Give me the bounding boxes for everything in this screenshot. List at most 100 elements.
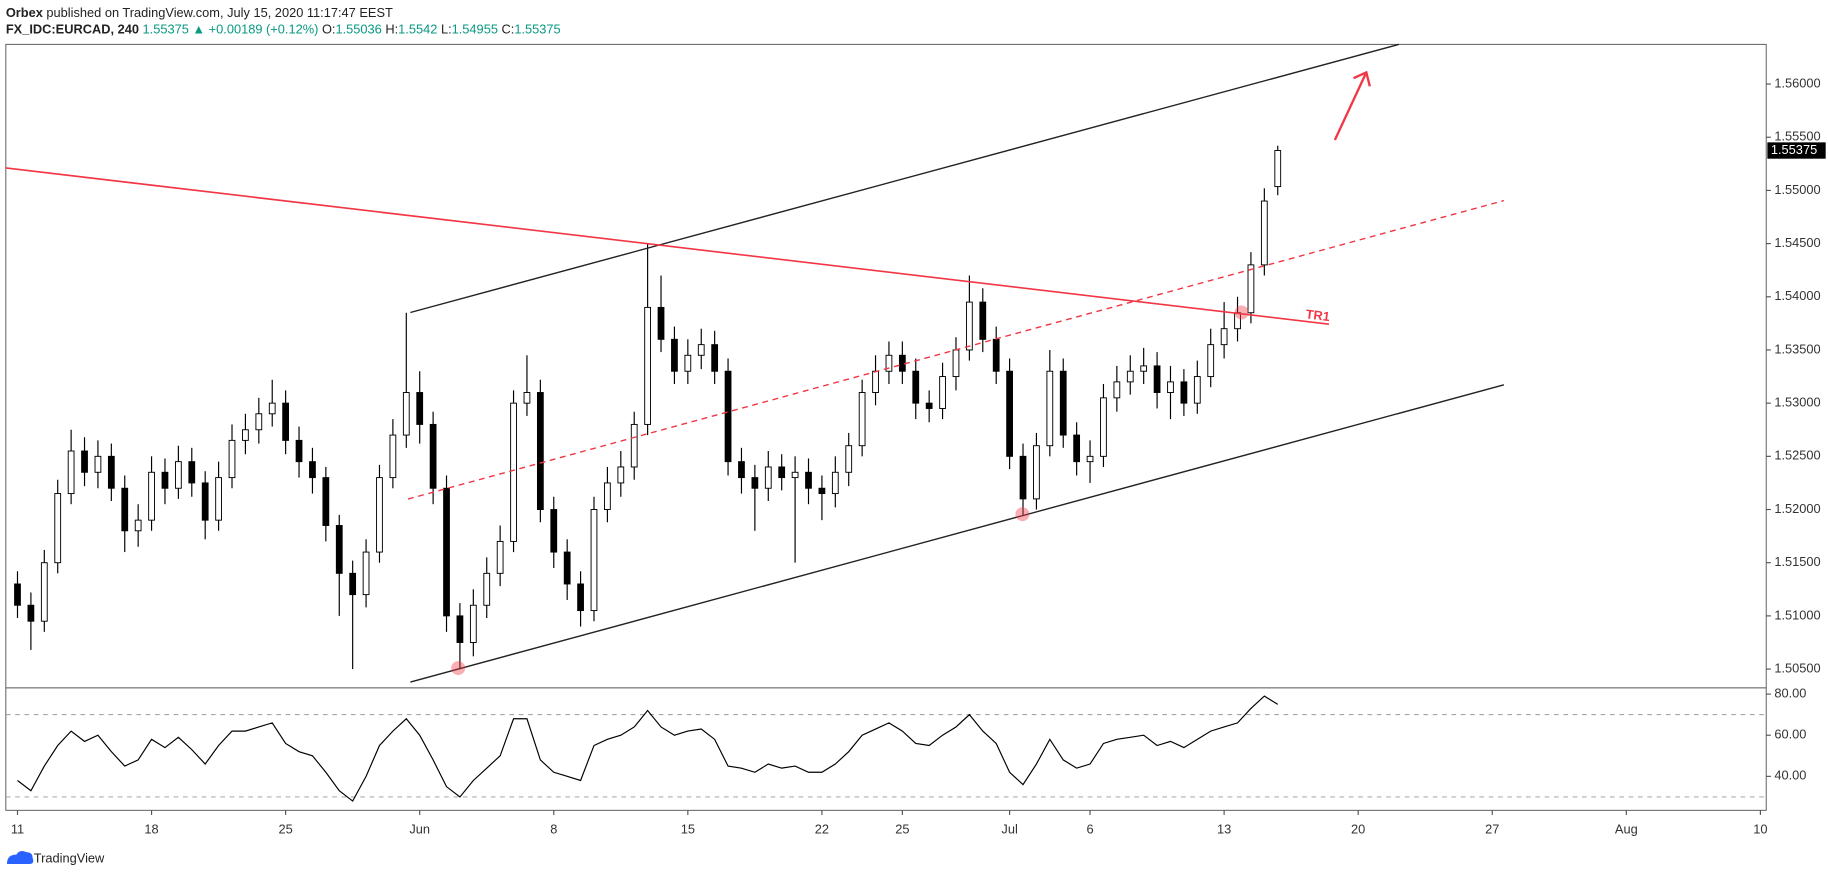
- x-tick-label: 11: [11, 822, 24, 837]
- last-price: 1.55375: [143, 22, 189, 37]
- y-tick-label: 60.00: [1774, 727, 1806, 742]
- candle-body: [778, 466, 786, 479]
- candle-body: [563, 551, 571, 585]
- candle-body: [14, 583, 21, 606]
- candle-body: [362, 551, 370, 596]
- y-tick-label: 1.51500: [1774, 554, 1820, 569]
- candle-body: [1274, 150, 1282, 188]
- candle-body: [1073, 434, 1081, 463]
- candle-body: [456, 615, 464, 643]
- candle-body: [121, 487, 129, 532]
- channel-lower: [410, 384, 1505, 683]
- candle-body: [952, 349, 960, 378]
- candle-body: [1247, 264, 1255, 314]
- channel-upper: [410, 43, 1400, 314]
- candle-body: [738, 461, 745, 479]
- publisher: Orbex: [6, 5, 44, 20]
- candle-body: [925, 402, 933, 409]
- candle-body: [443, 487, 450, 617]
- ohlc-label: C:: [502, 22, 515, 37]
- trendline-label: TR1: [1305, 306, 1331, 324]
- candle-body: [201, 482, 209, 521]
- header-line: Orbex published on TradingView.com, July…: [6, 5, 393, 20]
- y-tick-label: 1.54000: [1774, 288, 1820, 303]
- candle-body: [1046, 370, 1054, 447]
- candle-body: [94, 455, 102, 473]
- candle-body: [496, 540, 504, 574]
- candle-body: [1033, 445, 1040, 500]
- x-tick-label: 25: [895, 822, 909, 837]
- y-tick-label: 40.00: [1774, 768, 1806, 783]
- y-tick-label: 1.55500: [1774, 129, 1820, 144]
- x-tick-label: 10: [1753, 822, 1767, 837]
- plot-frame: [5, 43, 1767, 811]
- candle-body: [644, 306, 651, 425]
- x-tick-label: Aug: [1615, 822, 1638, 837]
- candle-body: [1140, 365, 1148, 372]
- candle-body: [684, 354, 692, 372]
- y-tick-label: 1.51000: [1774, 607, 1820, 622]
- x-tick-label: 22: [815, 822, 829, 837]
- candle-body: [1086, 455, 1094, 463]
- ohlc-label: L:: [441, 22, 452, 37]
- candle-body: [81, 450, 88, 473]
- x-tick-label: 6: [1086, 822, 1093, 837]
- candle-body: [429, 423, 437, 489]
- candle-body: [40, 562, 48, 622]
- ohlc-label: O:: [322, 22, 336, 37]
- candle-body: [885, 354, 893, 372]
- candle-body: [872, 370, 879, 393]
- candle-body: [912, 370, 920, 404]
- candle-body: [228, 439, 236, 479]
- candle-body: [1220, 328, 1228, 346]
- candle-body: [751, 477, 759, 489]
- published: published on TradingView.com, July 15, 2…: [46, 5, 393, 20]
- x-tick-label: 20: [1351, 822, 1365, 837]
- candle-body: [1180, 381, 1188, 404]
- candle-body: [469, 604, 477, 643]
- x-tick-label: 13: [1217, 822, 1231, 837]
- candle-body: [617, 466, 625, 484]
- ohlc-label: H:: [385, 22, 398, 37]
- candle-body: [697, 344, 705, 356]
- y-tick-label: 1.53500: [1774, 341, 1820, 356]
- candle-body: [671, 338, 678, 372]
- candle-body: [791, 471, 799, 479]
- candle-body: [148, 471, 155, 521]
- y-tick-label: 1.52000: [1774, 501, 1820, 516]
- candle-body: [1100, 397, 1107, 457]
- candle-body: [630, 423, 638, 468]
- touch-point: [1015, 507, 1030, 522]
- candle-body: [590, 509, 598, 612]
- candle-body: [27, 604, 35, 622]
- candle-body: [174, 461, 182, 489]
- y-tick-label: 1.52500: [1774, 448, 1820, 463]
- candle-body: [309, 461, 316, 479]
- candle-body: [992, 338, 1000, 372]
- brand-logo: [6, 850, 34, 864]
- candle-body: [939, 376, 946, 409]
- y-tick-label: 1.50500: [1774, 660, 1820, 675]
- drawings: TR1: [5, 43, 1505, 683]
- brand: TradingView: [34, 851, 105, 866]
- candle-body: [550, 509, 558, 553]
- candle-body: [1167, 381, 1174, 393]
- x-tick-label: 27: [1485, 822, 1499, 837]
- candle-body: [577, 583, 584, 612]
- candle-body: [416, 392, 424, 425]
- candle-body: [604, 482, 611, 510]
- y-tick-label: 1.53000: [1774, 395, 1820, 410]
- x-tick-label: 15: [681, 822, 695, 837]
- arrow-head: [1353, 70, 1371, 87]
- candle-body: [764, 466, 772, 489]
- candle-body: [805, 471, 812, 489]
- ohlc-value: 1.54955: [452, 22, 498, 37]
- candle-body: [1260, 200, 1268, 266]
- candle-body: [282, 402, 290, 441]
- candle-body: [215, 477, 222, 521]
- symbol-line: FX_IDC:EURCAD, 240 1.55375 ▲ +0.00189 (+…: [6, 22, 561, 37]
- candle-body: [979, 301, 987, 340]
